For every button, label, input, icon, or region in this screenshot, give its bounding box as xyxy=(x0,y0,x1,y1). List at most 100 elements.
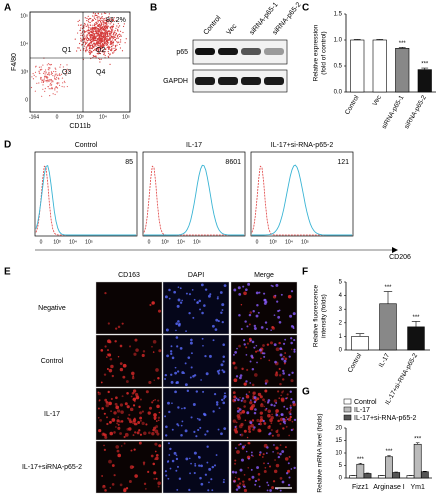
cell-blue xyxy=(282,369,285,373)
cell-blue xyxy=(286,418,289,421)
cell-red xyxy=(148,380,152,384)
cell-blue xyxy=(174,390,177,394)
cell-blue xyxy=(175,336,179,339)
event-dot xyxy=(112,42,114,44)
cell-blue xyxy=(204,288,208,291)
cell-red xyxy=(267,425,271,430)
event-dot xyxy=(97,29,100,31)
cell-red xyxy=(260,402,263,405)
event-dot xyxy=(86,41,88,43)
event-dot xyxy=(109,26,111,28)
cell-red xyxy=(243,291,247,296)
cell-blue xyxy=(254,408,257,411)
event-dot xyxy=(109,53,111,55)
event-dot xyxy=(94,14,96,16)
cell-red xyxy=(119,367,124,372)
cell-red xyxy=(143,482,147,486)
event-dot xyxy=(51,88,54,90)
event-dot xyxy=(105,21,108,24)
event-dot xyxy=(105,48,107,50)
event-dot xyxy=(101,35,104,37)
event-dot xyxy=(98,47,100,49)
cell-red xyxy=(128,480,132,483)
cell-red xyxy=(285,425,288,428)
event-dot xyxy=(105,17,107,19)
event-dot xyxy=(66,85,68,88)
event-dot xyxy=(103,36,105,38)
event-dot xyxy=(111,30,113,32)
cell-blue xyxy=(274,360,277,364)
cell-blue xyxy=(206,445,209,448)
cell-blue xyxy=(256,304,259,307)
event-dot xyxy=(55,70,57,73)
cell-red xyxy=(243,382,247,386)
event-dot xyxy=(103,39,106,42)
cell-red xyxy=(153,478,156,480)
cell-blue xyxy=(171,428,174,431)
event-dot xyxy=(90,52,92,54)
cell-blue xyxy=(257,311,260,314)
panel-label: G xyxy=(302,387,310,398)
cell-red xyxy=(119,403,124,407)
cell-red xyxy=(275,446,279,450)
event-dot xyxy=(119,47,122,49)
cell-blue xyxy=(265,452,268,455)
cell-blue xyxy=(194,464,197,467)
cell-red xyxy=(119,483,123,487)
cell-blue xyxy=(164,295,168,299)
event-dot xyxy=(86,34,88,36)
cell-blue xyxy=(177,298,181,302)
event-dot xyxy=(95,47,97,50)
event-dot xyxy=(91,41,93,43)
cell-red xyxy=(286,393,289,396)
cell-blue xyxy=(237,485,241,489)
cell-blue xyxy=(253,346,256,349)
cell-blue xyxy=(209,293,212,296)
event-dot xyxy=(99,43,101,45)
cell-red xyxy=(247,441,250,445)
event-dot xyxy=(80,27,82,29)
event-dot xyxy=(97,47,99,49)
cell-red xyxy=(247,425,251,429)
cell-blue xyxy=(253,326,257,330)
micrograph xyxy=(95,334,163,388)
event-dot xyxy=(101,26,103,28)
cell-blue xyxy=(211,489,214,492)
event-dot xyxy=(109,36,111,38)
event-dot xyxy=(116,36,119,38)
cell-red xyxy=(243,429,247,433)
event-dot xyxy=(91,44,93,46)
cell-red xyxy=(158,349,162,353)
cell-red xyxy=(282,427,285,430)
event-dot xyxy=(98,19,101,22)
cell-red xyxy=(117,325,121,329)
cell-blue xyxy=(220,311,223,314)
cell-red xyxy=(115,426,117,428)
event-dot xyxy=(101,49,104,51)
x-tick-label: siRNA-p65-1 xyxy=(381,94,406,130)
cell-red xyxy=(155,420,158,422)
plot-title: IL-17 xyxy=(186,142,202,149)
bar xyxy=(420,471,429,479)
cell-red xyxy=(244,444,246,447)
cell-blue xyxy=(263,355,266,358)
y-tick-label: 0 xyxy=(25,97,28,103)
event-dot xyxy=(101,20,103,22)
cell-red xyxy=(154,450,157,453)
event-dot xyxy=(100,41,102,44)
y-axis-label: (fold of control) xyxy=(321,31,328,74)
cell-red xyxy=(130,395,133,398)
event-dot xyxy=(56,82,58,84)
event-dot xyxy=(41,79,43,82)
cell-blue xyxy=(234,471,238,474)
x-axis-label: CD206 xyxy=(389,254,411,261)
cell-red xyxy=(272,480,276,483)
cell-blue xyxy=(287,462,290,465)
event-dot xyxy=(108,34,110,36)
y-tick-label: 3 xyxy=(339,307,343,313)
cell-red xyxy=(243,399,247,403)
cell-blue xyxy=(215,318,219,322)
cell-blue xyxy=(239,376,242,380)
event-dot xyxy=(66,68,68,70)
event-dot xyxy=(38,66,41,68)
